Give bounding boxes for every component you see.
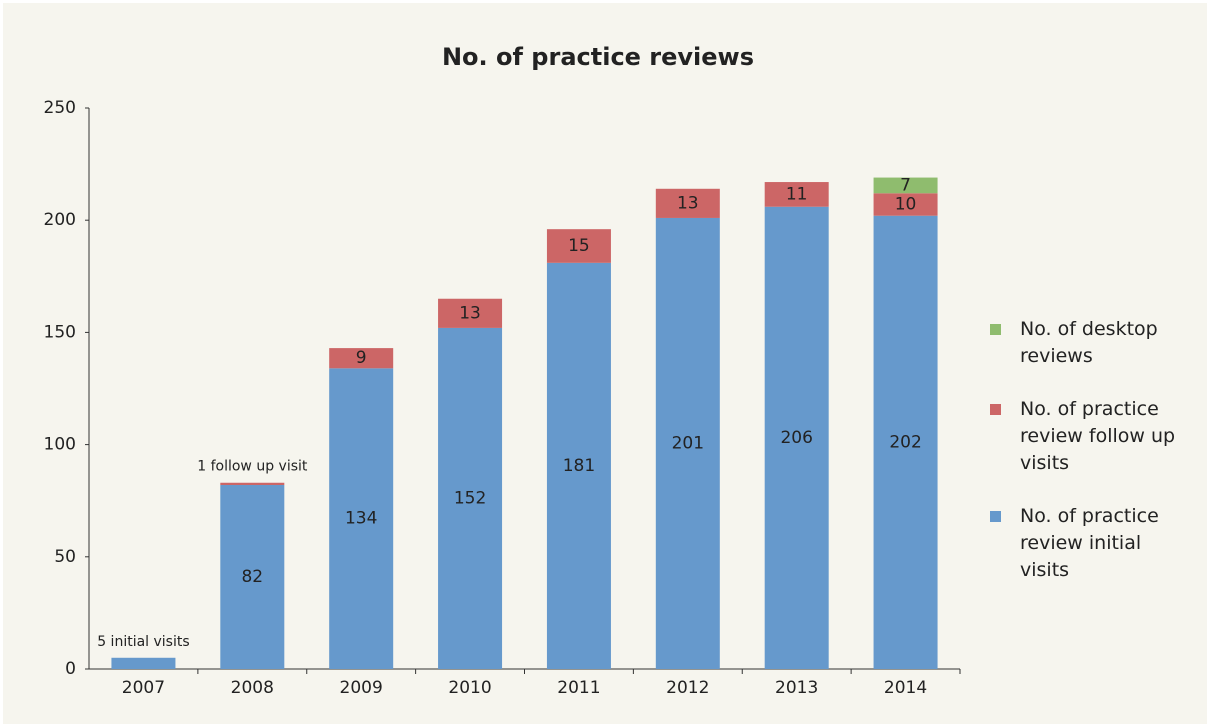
data-label: 206 xyxy=(780,428,812,448)
legend-swatch xyxy=(990,511,1001,522)
y-tick-label: 200 xyxy=(44,210,76,230)
data-label: 13 xyxy=(459,303,481,323)
x-tick-label: 2008 xyxy=(231,678,274,698)
data-label: 152 xyxy=(454,488,486,508)
bar-segment xyxy=(329,348,394,369)
bar-segment xyxy=(764,182,829,207)
bar-segment xyxy=(655,217,720,669)
data-label: 5 initial visits xyxy=(97,634,189,650)
y-tick-label: 0 xyxy=(65,659,76,679)
bar-segment xyxy=(873,177,938,194)
y-tick-label: 150 xyxy=(44,322,76,342)
data-label: 9 xyxy=(356,348,367,368)
data-label: 134 xyxy=(345,509,377,529)
legend-item: No. of desktop reviews xyxy=(990,316,1190,370)
bar-segment xyxy=(111,657,176,669)
y-tick-label: 100 xyxy=(44,435,76,455)
x-tick-label: 2007 xyxy=(122,678,165,698)
x-tick-label: 2011 xyxy=(557,678,600,698)
bar-segment xyxy=(220,482,285,485)
data-label: 1 follow up visit xyxy=(197,459,308,475)
legend-label: No. of practice review follow up visits xyxy=(1020,398,1176,474)
bar-segment xyxy=(438,327,503,669)
legend-item: No. of practice review initial visits xyxy=(990,503,1190,584)
bar-segment xyxy=(438,298,503,328)
data-label: 15 xyxy=(568,236,590,256)
data-label: 201 xyxy=(672,433,704,453)
data-label: 13 xyxy=(677,193,699,213)
data-label: 11 xyxy=(786,184,808,204)
x-tick-label: 2013 xyxy=(775,678,818,698)
chart-title: No. of practice reviews xyxy=(442,43,754,71)
bar-segment xyxy=(873,215,938,669)
bar-segment xyxy=(546,262,611,669)
x-tick-label: 2014 xyxy=(884,678,927,698)
bar-segment xyxy=(220,484,285,669)
data-label: 181 xyxy=(563,456,595,476)
x-tick-label: 2010 xyxy=(448,678,491,698)
legend: No. of desktop reviews No. of practice re… xyxy=(990,316,1190,610)
legend-swatch xyxy=(990,404,1001,415)
bar-segment xyxy=(873,193,938,216)
legend-item: No. of practice review follow up visits xyxy=(990,396,1190,477)
legend-label: No. of desktop reviews xyxy=(1020,318,1158,367)
data-label: 10 xyxy=(895,194,917,214)
bar-segment xyxy=(546,229,611,263)
bar-segment xyxy=(764,206,829,669)
data-label: 7 xyxy=(900,175,911,195)
bar-segment xyxy=(329,368,394,669)
x-tick-label: 2012 xyxy=(666,678,709,698)
data-label: 202 xyxy=(889,432,921,452)
data-label: 82 xyxy=(241,567,263,587)
y-tick-label: 250 xyxy=(44,98,76,118)
x-tick-label: 2009 xyxy=(340,678,383,698)
bar-segment xyxy=(655,188,720,218)
legend-swatch xyxy=(990,324,1001,335)
legend-label: No. of practice review initial visits xyxy=(1020,505,1159,581)
y-tick-label: 50 xyxy=(54,547,76,567)
